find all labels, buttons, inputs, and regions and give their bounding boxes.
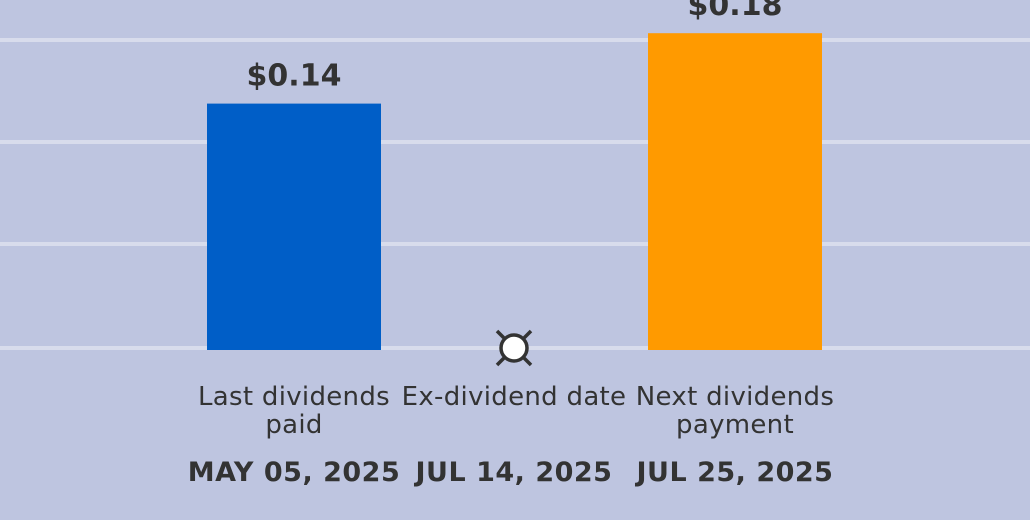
value-label: $0.14: [247, 59, 342, 94]
category-date: MAY 05, 2025: [187, 457, 401, 488]
category-label-next: Next dividends payment JUL 25, 2025: [620, 383, 850, 488]
category-label-last: Last dividends paid MAY 05, 2025: [179, 383, 409, 488]
value-label: $0.18: [688, 0, 783, 23]
bar: [648, 33, 822, 350]
category-label-ex-dividend: Ex-dividend date JUL 14, 2025: [399, 383, 629, 488]
category-name: Ex-dividend date: [401, 382, 627, 412]
category-name: Last dividends paid: [198, 382, 390, 440]
category-date: JUL 25, 2025: [636, 457, 834, 488]
bar: [207, 103, 381, 350]
bars: $0.14 $0.18: [207, 0, 822, 350]
category-date: JUL 14, 2025: [415, 457, 613, 488]
ex-dividend-marker-icon: [495, 329, 533, 367]
category-name: Next dividends payment: [635, 382, 835, 440]
gridlines: [0, 38, 1030, 350]
